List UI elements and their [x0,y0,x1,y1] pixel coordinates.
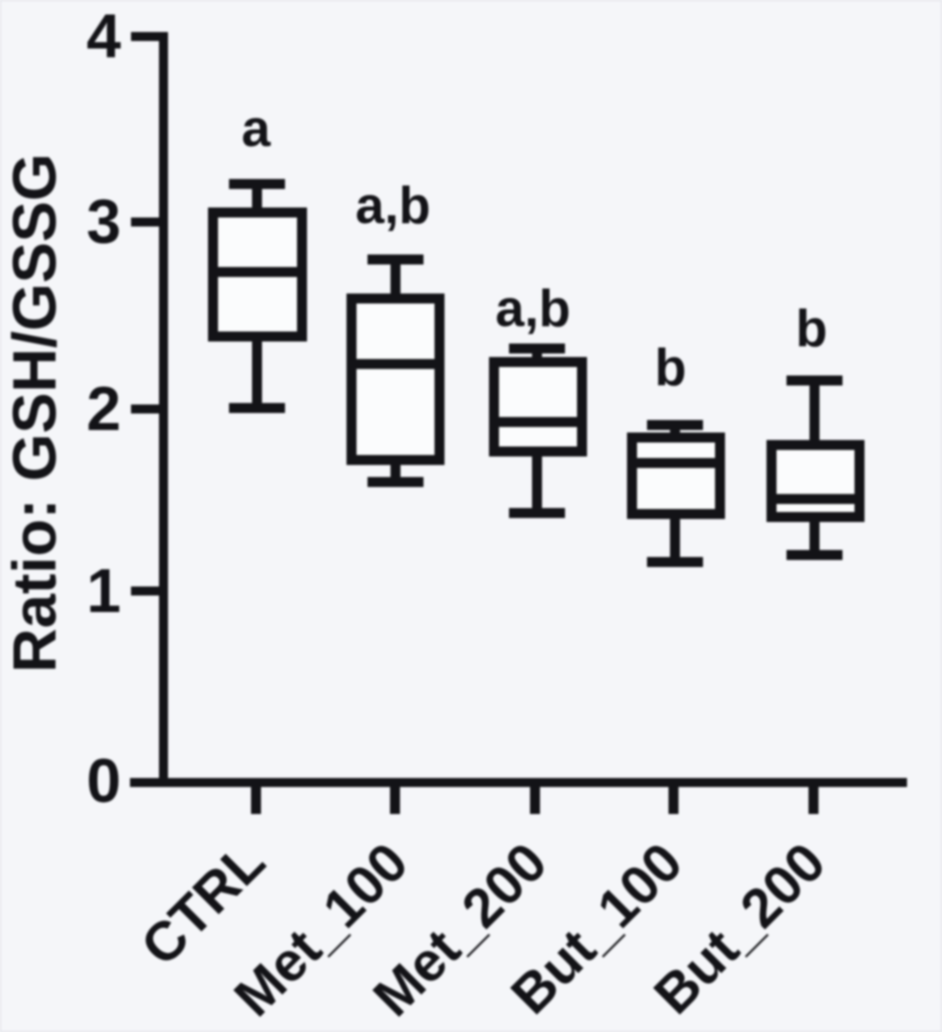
svg-text:a,b: a,b [355,177,430,235]
svg-text:3: 3 [87,188,121,257]
svg-text:Ratio: GSH/GSSG: Ratio: GSH/GSSG [1,153,70,672]
svg-text:4: 4 [87,2,122,71]
svg-text:a: a [242,100,272,158]
svg-text:b: b [796,300,828,358]
svg-text:1: 1 [87,557,121,626]
svg-text:a,b: a,b [495,280,570,338]
svg-text:2: 2 [87,375,121,444]
svg-text:0: 0 [87,747,121,816]
svg-text:b: b [655,339,687,397]
